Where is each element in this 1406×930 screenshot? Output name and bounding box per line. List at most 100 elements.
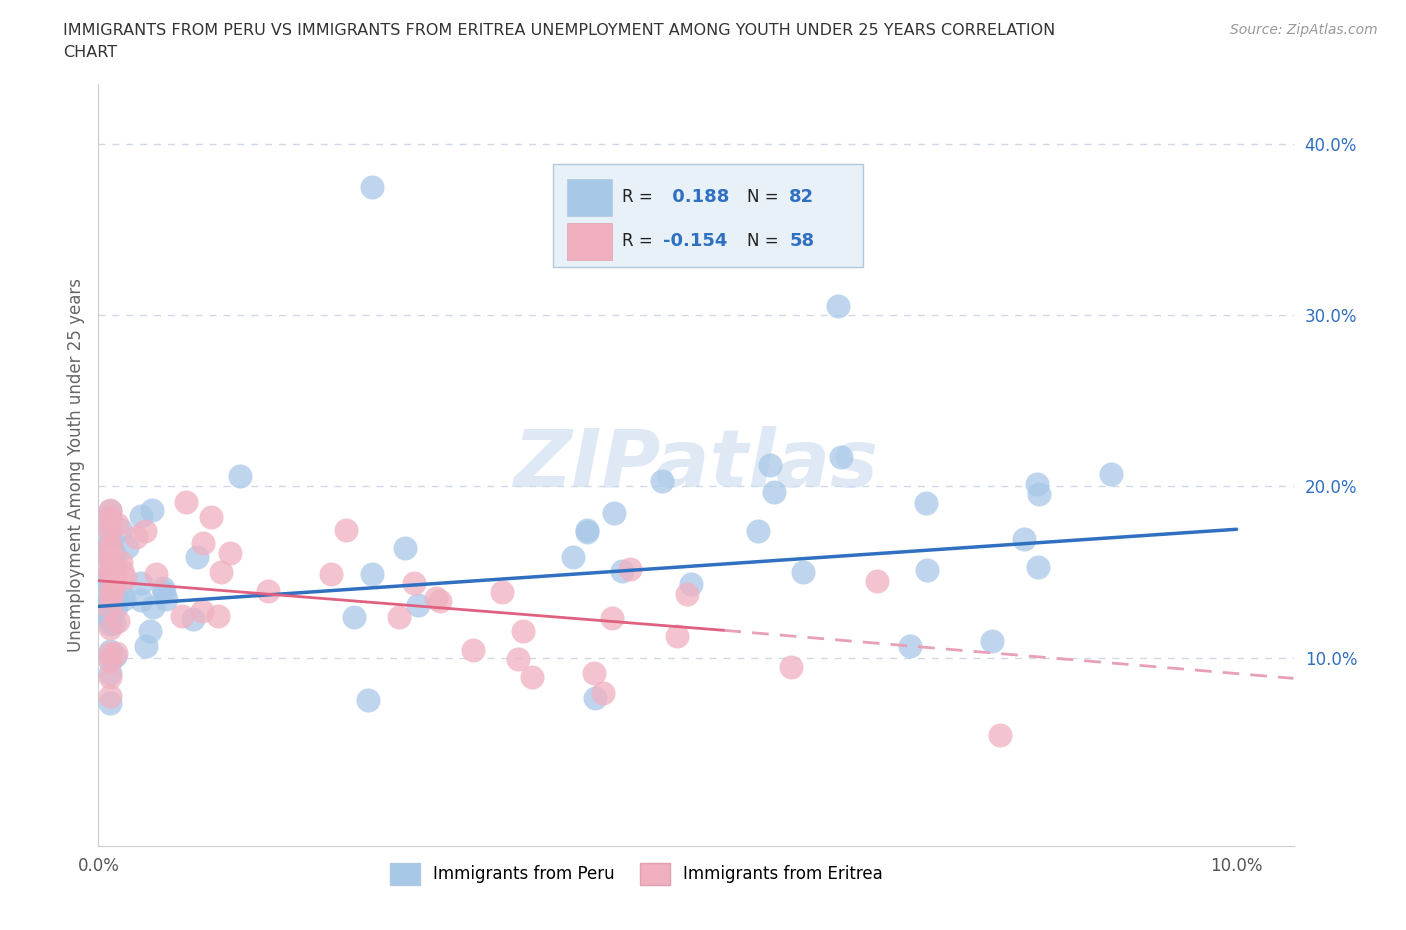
Point <box>98 538 121 553</box>
Point <box>360 566 382 581</box>
Point <box>98 512 121 527</box>
Point <box>1014 531 1036 546</box>
Point <box>1099 467 1122 482</box>
Point <box>100 590 122 604</box>
Point <box>98 670 121 684</box>
Point <box>610 564 633 578</box>
Point <box>176 495 198 510</box>
Text: CHART: CHART <box>63 45 117 60</box>
Point <box>98 607 121 622</box>
Point <box>600 611 623 626</box>
Point <box>98 524 121 538</box>
Point <box>461 642 484 657</box>
Text: Source: ZipAtlas.com: Source: ZipAtlas.com <box>1230 23 1378 37</box>
Point <box>603 505 626 520</box>
Point <box>866 574 889 589</box>
Point <box>522 670 544 684</box>
Point <box>104 649 127 664</box>
Point <box>110 555 132 570</box>
Point <box>679 577 702 591</box>
Point <box>104 591 127 605</box>
Point <box>980 634 1002 649</box>
Point <box>110 522 132 537</box>
Point <box>107 613 129 628</box>
Point <box>98 576 121 591</box>
Point <box>915 496 938 511</box>
Point <box>98 599 121 614</box>
Point <box>98 609 121 624</box>
Point <box>898 639 921 654</box>
Point <box>990 727 1012 742</box>
Point <box>98 688 121 703</box>
Point <box>98 550 121 565</box>
Point <box>98 537 121 551</box>
Point <box>651 473 673 488</box>
Point <box>830 449 852 464</box>
Point <box>98 580 121 595</box>
Point <box>115 539 138 554</box>
Point <box>105 600 128 615</box>
Text: R =: R = <box>621 188 658 206</box>
Point <box>142 599 165 614</box>
Point <box>792 565 814 579</box>
Point <box>676 587 699 602</box>
Point <box>101 581 124 596</box>
Point <box>666 629 689 644</box>
Point <box>112 591 135 606</box>
Text: ZIPatlas: ZIPatlas <box>513 426 879 504</box>
Point <box>98 541 121 556</box>
Point <box>780 659 803 674</box>
Point <box>394 540 416 555</box>
Point <box>98 546 121 561</box>
Text: 0.188: 0.188 <box>666 188 730 206</box>
Point <box>98 582 121 597</box>
Point <box>103 616 125 631</box>
Point <box>98 578 121 593</box>
Point <box>98 617 121 631</box>
FancyBboxPatch shape <box>553 164 863 267</box>
Point <box>98 504 121 519</box>
Point <box>425 591 447 605</box>
Point <box>98 538 121 552</box>
Point <box>1026 476 1049 491</box>
Text: -0.154: -0.154 <box>662 232 727 250</box>
Text: N =: N = <box>748 188 785 206</box>
Point <box>319 567 342 582</box>
Text: R =: R = <box>621 232 658 250</box>
Point <box>747 524 769 538</box>
Point <box>98 516 121 531</box>
Point <box>155 591 177 606</box>
Point <box>357 693 380 708</box>
Point <box>512 624 534 639</box>
Point <box>129 576 152 591</box>
Point <box>406 598 429 613</box>
Point <box>111 564 134 578</box>
Point <box>139 623 162 638</box>
Point <box>98 579 121 594</box>
Point <box>125 529 148 544</box>
Point <box>759 458 782 472</box>
Point <box>129 509 152 524</box>
Point <box>576 523 599 538</box>
Point <box>207 609 229 624</box>
Point <box>209 565 232 579</box>
FancyBboxPatch shape <box>567 223 613 260</box>
Point <box>103 545 125 560</box>
Point <box>388 609 411 624</box>
Point <box>183 612 205 627</box>
Point <box>508 651 530 666</box>
Point <box>98 601 121 616</box>
Point <box>429 593 451 608</box>
Point <box>98 562 121 577</box>
Point <box>827 299 849 314</box>
Point <box>98 613 121 628</box>
Point <box>98 589 121 604</box>
Point <box>1028 559 1050 574</box>
Point <box>134 524 156 538</box>
Point <box>592 686 614 701</box>
Point <box>98 646 121 661</box>
Point <box>129 592 152 607</box>
Point <box>762 485 785 500</box>
Point <box>575 525 598 539</box>
Point <box>229 469 252 484</box>
